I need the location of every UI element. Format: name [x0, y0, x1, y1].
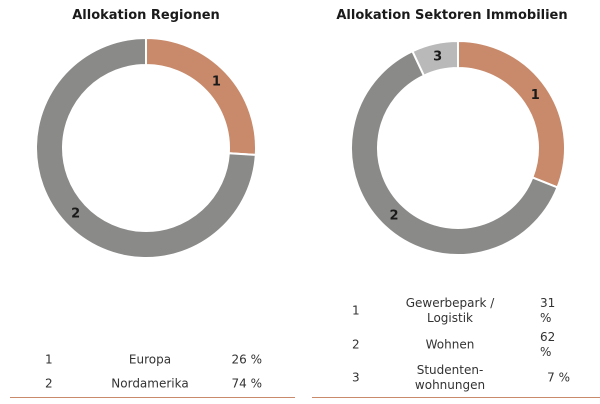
- category: Studenten- wohnungen: [414, 363, 486, 392]
- category: Europa: [128, 352, 172, 367]
- slice-label: 2: [389, 209, 398, 224]
- row-id: 3: [352, 370, 360, 385]
- chart-title: Allokation Regionen: [72, 8, 220, 23]
- value-label: 7 %: [547, 370, 570, 385]
- value-label: 31 %: [540, 296, 556, 325]
- slice-label: 2: [71, 207, 80, 222]
- category: Nordamerika: [111, 376, 189, 391]
- row-id: 1: [352, 303, 360, 318]
- donut-slice: [457, 39, 566, 189]
- value-label: 62 %: [540, 330, 556, 359]
- donut-slice: [350, 49, 559, 256]
- donut-slice: [411, 39, 459, 77]
- row-id: 2: [352, 337, 360, 352]
- slice-label: 1: [531, 88, 540, 103]
- value-label: 74 %: [231, 376, 263, 391]
- donut-slice: [145, 36, 257, 156]
- slice-label: 3: [433, 49, 442, 64]
- donut-slice: [35, 36, 257, 259]
- table-rule: [10, 397, 295, 398]
- category: Wohnen: [425, 337, 475, 352]
- slice-label: 1: [212, 74, 221, 89]
- category: Gewerbepark / Logistik: [405, 296, 495, 325]
- row-id: 1: [45, 352, 53, 367]
- value-label: 26 %: [231, 352, 263, 367]
- chart-title: Allokation Sektoren Immobilien: [336, 8, 567, 23]
- row-id: 2: [45, 376, 53, 391]
- table-rule: [312, 397, 600, 398]
